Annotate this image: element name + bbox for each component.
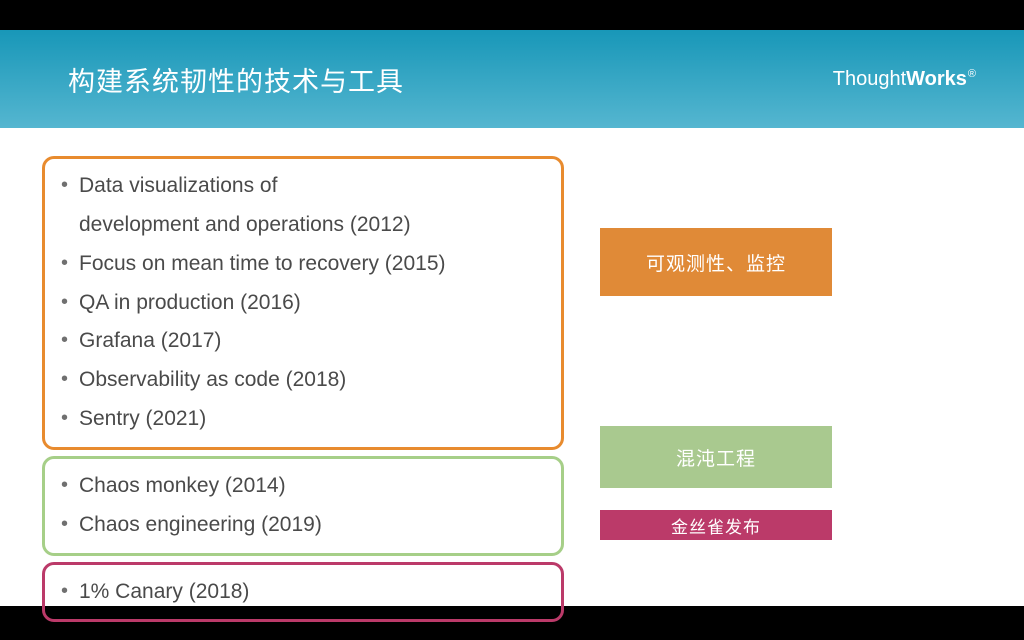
slide-header: 构建系统韧性的技术与工具 ThoughtWorks®: [0, 30, 1024, 128]
group-observability: Data visualizations ofdevelopment and op…: [42, 156, 564, 450]
right-column: 可观测性、监控 混沌工程 金丝雀发布: [600, 156, 982, 606]
tag-canary: 金丝雀发布: [600, 510, 832, 540]
bullet-list: Data visualizations ofdevelopment and op…: [53, 167, 545, 439]
list-item: Data visualizations ofdevelopment and op…: [53, 167, 545, 245]
list-item: Grafana (2017): [53, 322, 545, 361]
tag-observability: 可观测性、监控: [600, 228, 832, 296]
slide-title: 构建系统韧性的技术与工具: [68, 60, 404, 99]
logo-registered: ®: [968, 68, 976, 80]
list-item: Observability as code (2018): [53, 361, 545, 400]
thoughtworks-logo: ThoughtWorks®: [833, 68, 976, 91]
list-item: Chaos engineering (2019): [53, 506, 545, 545]
slide-content: Data visualizations ofdevelopment and op…: [0, 128, 1024, 606]
list-item: Sentry (2021): [53, 400, 545, 439]
group-chaos: Chaos monkey (2014) Chaos engineering (2…: [42, 456, 564, 556]
list-item: QA in production (2016): [53, 284, 545, 323]
logo-bold: Works: [906, 68, 967, 90]
tag-chaos: 混沌工程: [600, 426, 832, 488]
logo-thin: Thought: [833, 68, 906, 90]
list-item: 1% Canary (2018): [53, 573, 545, 612]
list-item: Focus on mean time to recovery (2015): [53, 245, 545, 284]
slide: 构建系统韧性的技术与工具 ThoughtWorks® Data visualiz…: [0, 30, 1024, 606]
bullet-list: 1% Canary (2018): [53, 573, 545, 612]
letterbox-top: [0, 0, 1024, 30]
bullet-list: Chaos monkey (2014) Chaos engineering (2…: [53, 467, 545, 545]
group-canary: 1% Canary (2018): [42, 562, 564, 623]
left-column: Data visualizations ofdevelopment and op…: [42, 156, 564, 606]
list-item: Chaos monkey (2014): [53, 467, 545, 506]
